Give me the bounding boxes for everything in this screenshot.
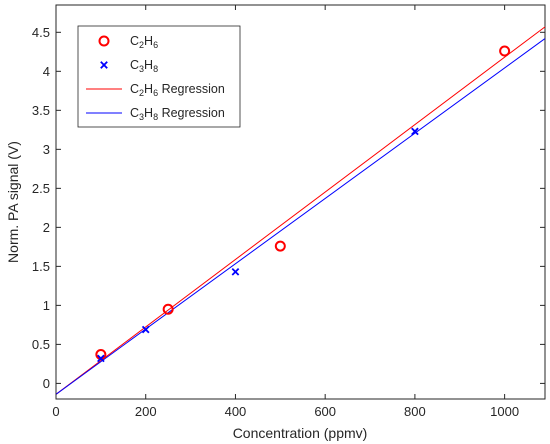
regression-line — [55, 38, 546, 395]
data-point — [141, 325, 150, 334]
x-tick-label: 600 — [314, 404, 336, 419]
legend-label: C3H8 — [130, 58, 158, 74]
y-axis-label: Norm. PA signal (V) — [5, 141, 21, 263]
regression-line — [55, 26, 546, 395]
data-point — [231, 267, 240, 276]
y-tick-label: 0 — [43, 376, 50, 391]
y-tick-label: 2.5 — [32, 181, 50, 196]
x-tick-label: 200 — [135, 404, 157, 419]
legend-box — [77, 25, 241, 128]
x-tick-label: 0 — [52, 404, 59, 419]
y-tick-label: 1 — [43, 298, 50, 313]
y-tick-label: 0.5 — [32, 337, 50, 352]
regression-lines — [55, 26, 546, 395]
data-points — [95, 45, 511, 363]
x-tick-label: 1000 — [490, 404, 519, 419]
x-tick-label: 400 — [225, 404, 247, 419]
legend-marker — [100, 61, 108, 69]
y-tick-label: 2 — [43, 220, 50, 235]
y-tick-label: 3.5 — [32, 103, 50, 118]
legend: C2H6 C3H8 C2H6 Regression C3H8 Regression — [77, 25, 241, 128]
x-axis-ticks: 0 200 400 600 800 1000 — [52, 5, 519, 419]
x-axis-label: Concentration (ppmv) — [233, 425, 368, 441]
data-point — [411, 127, 419, 136]
legend-marker — [98, 35, 110, 47]
y-axis-ticks: 0 0.5 1 1.5 2 2.5 3 3.5 4 4.5 — [32, 25, 545, 391]
data-point — [97, 354, 105, 363]
x-tick-label: 800 — [404, 404, 426, 419]
data-point — [162, 303, 174, 315]
y-tick-label: 1.5 — [32, 259, 50, 274]
data-point — [274, 240, 286, 252]
y-tick-label: 3 — [43, 142, 50, 157]
data-point — [499, 45, 511, 57]
y-tick-label: 4.5 — [32, 25, 50, 40]
legend-label: C2H6 — [130, 34, 158, 50]
y-tick-label: 4 — [43, 64, 50, 79]
legend-label: C3H8 Regression — [130, 106, 225, 122]
legend-label: C2H6 Regression — [130, 82, 225, 98]
